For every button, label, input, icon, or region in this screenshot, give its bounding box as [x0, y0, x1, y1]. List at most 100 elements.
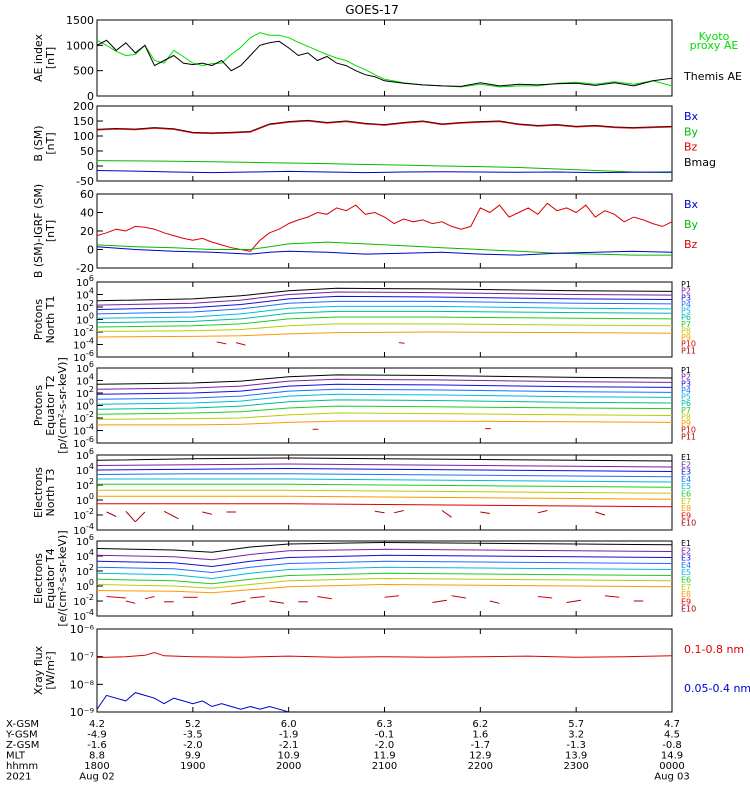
legend-label: E3 — [681, 468, 691, 477]
legend-label: E4 — [681, 475, 691, 484]
x-tick-value: 13.9 — [565, 751, 587, 762]
y-tick-label: 10-6 — [73, 435, 94, 450]
legend-label: P4 — [681, 300, 691, 309]
y-tick-label: -20 — [76, 262, 94, 275]
series-line-p5 — [97, 305, 672, 319]
y-tick-label: 10-2 — [73, 410, 94, 425]
x-row-label: 2021 — [6, 772, 31, 783]
data-segment — [125, 600, 136, 604]
y-tick-label: 50 — [80, 145, 94, 158]
legend-label: P9 — [681, 419, 691, 428]
data-segment — [235, 342, 246, 346]
y-tick-label: 0 — [87, 244, 94, 257]
legend-label: P6 — [681, 399, 691, 408]
legend-label: Bmag — [684, 156, 716, 169]
y-tick-label: 100 — [76, 398, 94, 413]
legend-label: E7 — [681, 583, 691, 592]
series-line-p9 — [97, 420, 672, 426]
series-line-p7 — [97, 316, 672, 328]
series-line-p9 — [97, 331, 672, 338]
data-segment — [537, 510, 548, 514]
x-tick-value: 6.3 — [377, 719, 393, 730]
legend-label: E6 — [681, 490, 691, 499]
legend-label: P7 — [681, 406, 691, 415]
series-line-e1 — [97, 457, 672, 462]
y-tick-label: 0 — [87, 160, 94, 173]
legend-label: Bz — [684, 238, 698, 251]
data-segment — [432, 599, 447, 603]
x-tick-value: 1.6 — [472, 730, 488, 741]
series-line-by — [97, 160, 672, 174]
y-tick-label: 10-6 — [73, 349, 94, 364]
series-line-by — [97, 241, 672, 256]
x-tick-value: -0.1 — [375, 730, 395, 741]
y-tick-label: 100 — [76, 492, 94, 507]
series-line-p5 — [97, 393, 672, 405]
x-tick-value: 10.9 — [278, 751, 300, 762]
series-line-e7 — [97, 577, 672, 589]
x-tick-value: 9.9 — [185, 751, 201, 762]
y-tick-label: 106 — [76, 360, 94, 375]
legend-label: P1 — [681, 280, 691, 289]
y-tick-label: 104 — [76, 462, 94, 477]
legend-label: P10 — [681, 426, 696, 435]
series-line-bz — [97, 120, 672, 135]
y-tick-label: 200 — [73, 100, 94, 113]
y-axis-label: Xray flux — [32, 645, 45, 695]
legend-label: 0.1-0.8 nm — [684, 643, 744, 656]
series-line-e9 — [97, 503, 672, 508]
y-axis-label: AE index — [32, 33, 45, 82]
legend-label: E3 — [681, 554, 691, 563]
y-tick-label: 1000 — [66, 39, 94, 52]
series-line-p1 — [97, 374, 672, 385]
data-segment — [441, 510, 452, 518]
x-tick-value: -4.9 — [87, 730, 107, 741]
legend-label: P9 — [681, 333, 691, 342]
series-line-p1 — [97, 287, 672, 302]
legend-label: P8 — [681, 326, 691, 335]
x-tick-value: 2100 — [372, 761, 397, 772]
y-axis-label: [p/(cm²-s-sr-keV)] — [56, 357, 69, 454]
legend-label: E9 — [681, 511, 691, 520]
x-tick-value: Aug 02 — [79, 772, 114, 783]
y-tick-label: 104 — [76, 548, 94, 563]
data-segment — [595, 511, 606, 516]
series-line-e6 — [97, 483, 672, 488]
x-tick-value: 5.7 — [568, 719, 584, 730]
y-axis-label: B (SM) — [32, 125, 45, 161]
y-tick-label: 104 — [76, 373, 94, 388]
y-tick-label: 10-4 — [73, 423, 94, 438]
x-tick-value: 0000 — [659, 761, 684, 772]
y-tick-label: 102 — [76, 563, 94, 578]
y-tick-label: 100 — [76, 312, 94, 327]
y-tick-label: -50 — [76, 175, 94, 188]
series-line-p6 — [97, 310, 672, 324]
legend-label: E5 — [681, 482, 691, 491]
data-segment — [604, 595, 620, 598]
x-row-label: Y-GSM — [5, 730, 38, 741]
panel-xray: 10⁻⁹ 10⁻⁸ 10⁻⁷ 10⁻⁶ Xray flux [W/m²] 0.1-0.8 n… — [32, 623, 750, 719]
y-axis-label: North T1 — [44, 296, 57, 344]
data-segment — [163, 510, 179, 520]
y-axis-label: [W/m²] — [44, 651, 57, 689]
legend-label: P4 — [681, 386, 691, 395]
y-tick-label: 10-2 — [73, 507, 94, 522]
x-row-label: MLT — [6, 751, 26, 762]
panel-b: -50 0 50 100 150 200 B (SM) [nT] Bx By Bz Bmag — [32, 100, 716, 188]
legend-label: E8 — [681, 590, 691, 599]
legend-label: 0.05-0.4 nm — [684, 682, 750, 695]
legend-label: proxy AE — [690, 39, 739, 52]
y-tick-label: 102 — [76, 299, 94, 314]
y-axis-label: Electrons — [32, 553, 45, 604]
legend-label: P8 — [681, 412, 691, 421]
data-segment — [106, 511, 117, 517]
series-line-e7 — [97, 489, 672, 494]
series-line-kyoto-proxy-ae — [97, 32, 672, 88]
series-line-0-1-0-8-nm — [97, 651, 672, 658]
x-tick-value: 6.2 — [472, 719, 488, 730]
x-tick-value: 1800 — [84, 761, 109, 772]
data-segment — [374, 510, 385, 514]
